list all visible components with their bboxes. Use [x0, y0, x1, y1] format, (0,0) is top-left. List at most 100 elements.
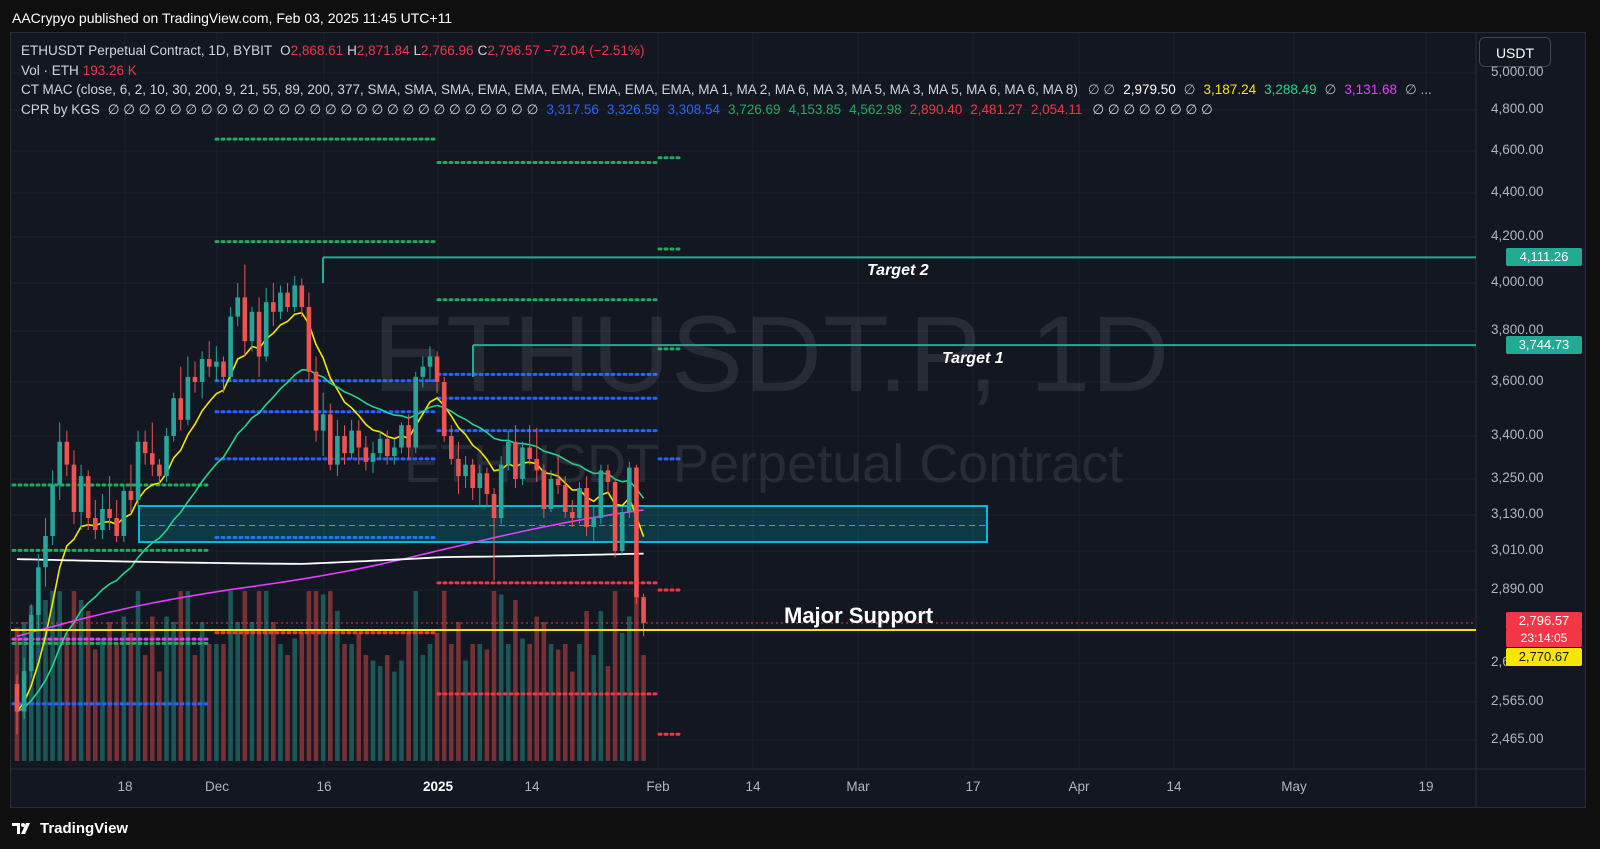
volume-bar	[242, 591, 248, 761]
time-tick-label: May	[1281, 779, 1307, 794]
volume-bar	[484, 649, 490, 761]
volume-bar	[199, 622, 205, 761]
tradingview-logo[interactable]: TradingView	[12, 820, 128, 837]
volume-bar	[477, 644, 483, 761]
candle-body	[93, 518, 98, 530]
candle-body	[449, 436, 454, 459]
volume-bar	[57, 591, 63, 761]
candle-body	[612, 482, 618, 551]
candle-body	[242, 297, 248, 342]
candle-body	[413, 376, 419, 448]
candle-body	[135, 441, 141, 500]
volume-bar	[392, 671, 397, 761]
tradingview-wordmark: TradingView	[40, 820, 129, 837]
price-tick-label: 4,600.00	[1491, 142, 1544, 157]
candle-body	[584, 488, 589, 527]
price-chart[interactable]	[11, 33, 1585, 807]
candle-body	[406, 425, 411, 448]
volume-bar	[384, 655, 390, 761]
candle-body	[349, 430, 354, 454]
candle-body	[591, 518, 597, 527]
tradingview-logo-icon	[12, 822, 30, 834]
major-support-label[interactable]: Major Support	[784, 603, 934, 628]
ct-mac-values: ∅ ∅ 2,979.50 ∅ 3,187.24 3,288.49 ∅ 3,131.68 ∅ .…	[1088, 80, 1432, 100]
target-1-label[interactable]: Target 1	[942, 350, 1004, 367]
price-tick-label: 2,565.00	[1491, 693, 1544, 708]
candle-body	[164, 436, 169, 477]
volume-bar	[584, 611, 589, 761]
symbol-name: ETHUSDT Perpetual Contract, 1D, BYBIT	[21, 43, 273, 58]
candle-body	[228, 316, 233, 377]
volume-bar	[577, 644, 582, 761]
price-tick-label: 2,465.00	[1491, 731, 1544, 746]
target-2-label[interactable]: Target 2	[867, 262, 929, 279]
cpr-value: 3,726.69	[728, 101, 781, 117]
candle-body	[456, 458, 461, 477]
publisher-header: AACrypyo published on TradingView.com, F…	[0, 0, 1600, 32]
target-1-price-badge: 3,744.73	[1506, 336, 1582, 354]
candle-body	[356, 430, 362, 448]
candle-body	[498, 464, 504, 518]
candle-body	[534, 458, 540, 471]
volume-bar	[605, 666, 611, 761]
last-price-badge: 2,796.57	[1506, 612, 1582, 630]
candle-body	[392, 447, 397, 457]
low-label: L	[413, 43, 421, 58]
volume-bar	[370, 660, 376, 761]
volume-bar	[135, 591, 141, 761]
ma-white-line	[16, 552, 644, 565]
time-tick-label: 16	[316, 779, 332, 794]
time-tick-label: 17	[965, 779, 981, 794]
chart-pane[interactable]: ETHUSDT.P, 1D ETHUSDT Perpetual Contract…	[10, 32, 1586, 808]
volume-bar	[356, 633, 362, 761]
cpr-row[interactable]: CPR by KGS ∅ ∅ ∅ ∅ ∅ ∅ ∅ ∅ ∅ ∅ ∅ ∅ ∅ ∅ ∅…	[21, 100, 1432, 120]
candle-body	[384, 438, 390, 457]
volume-bar	[377, 666, 383, 761]
candle-body	[641, 597, 646, 624]
candle-body	[434, 356, 440, 382]
open-label: O	[280, 43, 291, 58]
volume-bar	[591, 655, 597, 761]
candle-body	[377, 438, 383, 454]
candle-body	[527, 447, 532, 459]
volume-bar	[214, 644, 219, 761]
ema-green-line	[16, 368, 645, 713]
volume-bar	[413, 591, 419, 761]
volume-bar	[570, 671, 575, 761]
volume-bar	[612, 591, 618, 761]
volume-bar	[420, 655, 426, 761]
volume-bar	[349, 644, 354, 761]
volume-bar	[342, 644, 347, 761]
volume-bar	[178, 591, 184, 761]
candle-body	[313, 371, 319, 431]
volume-bar	[456, 622, 461, 761]
ct-mac-row[interactable]: CT MAC (close, 6, 2, 10, 30, 200, 9, 21,…	[21, 80, 1432, 100]
candle-body	[107, 509, 112, 518]
change-value: −72.04 (−2.51%)	[543, 43, 645, 58]
volume-bar	[520, 638, 525, 761]
low-value: 2,766.96	[421, 43, 474, 58]
cpr-values: 3,317.56 3,326.59 3,308.54 3,726.69 4,153.85…	[546, 100, 1082, 120]
cpr-null-values: ∅ ∅ ∅ ∅ ∅ ∅ ∅ ∅ ∅ ∅ ∅ ∅ ∅ ∅ ∅ ∅ ∅ ∅ ∅ ∅ …	[107, 101, 539, 117]
price-tick-label: 3,800.00	[1491, 322, 1544, 337]
candlesticks	[14, 264, 646, 735]
volume-bar	[107, 622, 112, 761]
volume-bar	[463, 660, 468, 761]
horizontal-levels	[11, 256, 1476, 631]
candle-body	[157, 464, 162, 477]
volume-row[interactable]: Vol · ETH 193.26 K	[21, 61, 1432, 81]
indicator-legend: ETHUSDT Perpetual Contract, 1D, BYBIT O 2…	[21, 41, 1432, 119]
candle-body	[71, 464, 77, 512]
candle-body	[100, 509, 105, 530]
volume-bar	[121, 616, 127, 761]
volume-bar	[406, 633, 411, 761]
candle-body	[491, 494, 497, 518]
currency-button[interactable]: USDT	[1479, 37, 1551, 67]
volume-bar	[363, 655, 369, 761]
symbol-row[interactable]: ETHUSDT Perpetual Contract, 1D, BYBIT O 2…	[21, 41, 1432, 61]
cpr-value: 4,562.98	[849, 101, 902, 117]
price-tick-label: 3,250.00	[1491, 470, 1544, 485]
volume-bar	[171, 622, 176, 761]
candle-body	[235, 297, 241, 317]
candle-body	[256, 311, 262, 357]
